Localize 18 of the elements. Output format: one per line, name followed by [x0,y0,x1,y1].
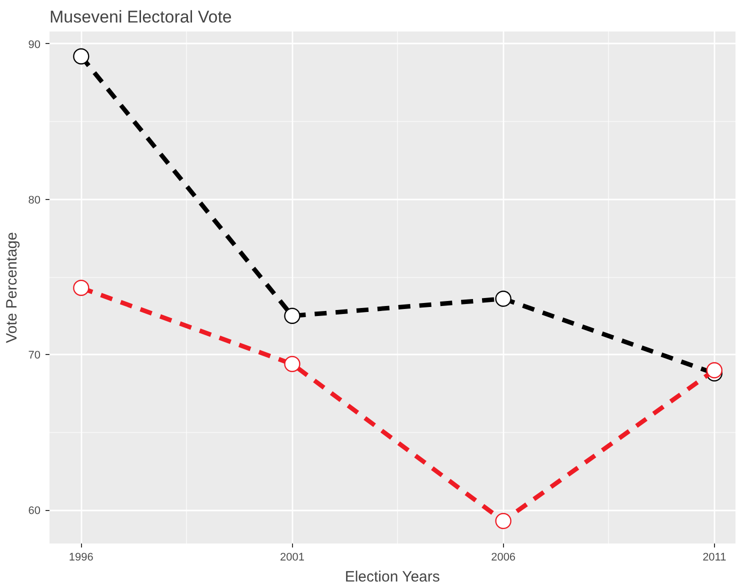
point [284,308,300,324]
x-tick-label: 1996 [68,552,94,564]
y-tick-label: 70 [28,350,41,362]
point [495,512,512,530]
y-tick-label: 80 [28,194,41,206]
point [284,356,300,372]
y-axis-title: Vote Percentage [3,232,20,343]
x-tick-label: 2011 [702,552,726,564]
point [706,362,722,378]
point [73,48,90,64]
y-tick-label: 90 [28,38,41,51]
chart-title: Museveni Electoral Vote [50,8,232,26]
x-tick-label: 2001 [280,552,304,564]
x-tick-label: 2006 [491,552,516,564]
y-tick-label: 60 [28,505,41,518]
point [495,290,512,307]
point [73,280,90,296]
x-axis-title: Election Years [344,568,440,586]
